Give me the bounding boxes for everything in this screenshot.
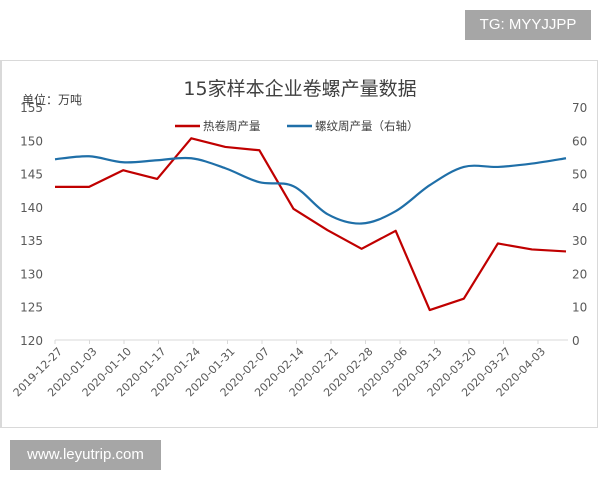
chart-title: 15家样本企业卷螺产量数据 bbox=[183, 78, 416, 100]
chart-frame bbox=[0, 60, 598, 428]
legend: 热卷周产量 螺纹周产量（右轴） bbox=[175, 119, 419, 133]
y-right-tick-label: 20 bbox=[572, 267, 587, 281]
y-left-tick-label: 120 bbox=[20, 334, 43, 348]
y-left-tick-label: 150 bbox=[20, 134, 43, 148]
plot-area bbox=[54, 137, 567, 312]
axes: 2019-12-272020-01-032020-01-102020-01-17… bbox=[11, 101, 588, 399]
y-left-tick-label: 130 bbox=[20, 267, 43, 281]
unit-label: 单位：万吨 bbox=[22, 92, 82, 107]
y-left-tick-label: 125 bbox=[20, 301, 43, 315]
legend-label: 热卷周产量 bbox=[203, 119, 261, 133]
y-left-tick-label: 140 bbox=[20, 201, 43, 215]
y-left-tick-label: 155 bbox=[20, 101, 43, 115]
series-line-hot-rolled bbox=[55, 137, 567, 312]
series-line-rebar bbox=[54, 155, 567, 225]
y-right-tick-label: 70 bbox=[572, 101, 587, 115]
y-right-tick-label: 30 bbox=[572, 234, 587, 248]
y-right-tick-label: 60 bbox=[572, 134, 587, 148]
y-right-tick-label: 10 bbox=[572, 301, 587, 315]
y-left-tick-label: 135 bbox=[20, 234, 43, 248]
y-right-tick-label: 50 bbox=[572, 168, 587, 182]
legend-label: 螺纹周产量（右轴） bbox=[315, 119, 419, 133]
watermark-bottom: www.leyutrip.com bbox=[10, 440, 161, 470]
watermark-top: TG: MYYJJPP bbox=[465, 10, 591, 40]
y-right-tick-label: 0 bbox=[572, 334, 580, 348]
y-right-tick-label: 40 bbox=[572, 201, 587, 215]
y-left-tick-label: 145 bbox=[20, 168, 43, 182]
